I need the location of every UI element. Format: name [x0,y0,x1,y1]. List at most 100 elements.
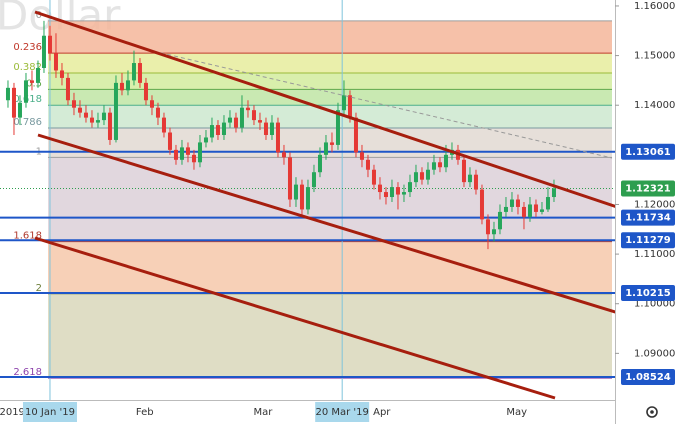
level-label: 1.13061 [625,147,671,158]
candle-body [101,112,106,121]
candle-body [551,188,556,198]
y-tick-label: 1.09000 [634,348,675,359]
candle-body [161,117,166,133]
x-tick-label: 2019 [0,407,25,418]
candle-body [503,206,508,212]
candle-body [527,204,532,217]
candle-body [323,142,328,155]
candle-body [173,149,178,160]
candle-body [17,102,22,118]
candle-body [497,211,502,230]
candle-body [341,95,346,111]
candle-body [221,122,226,135]
candle-body [113,82,118,140]
candle-body [215,125,220,135]
candle-body [383,192,388,198]
candle-body [59,70,64,78]
candle-body [143,82,148,101]
dashed-trendline [139,47,613,159]
candle-body [389,187,394,198]
candle-body [479,189,484,220]
candle-body [287,157,292,200]
candle-body [29,80,34,83]
fib-band [48,53,612,73]
candle-body [515,199,520,207]
candle-body [473,174,478,190]
y-tick-label: 1.12000 [634,199,675,210]
x-tick-highlight [22,402,77,422]
settings-icon[interactable] [646,406,658,418]
candle-body [545,197,550,210]
candle-body [5,87,10,101]
candle-body [125,80,130,91]
candle-body [203,137,208,143]
x-tick-highlight [315,402,370,422]
fib-band [48,20,612,54]
candle-body [11,87,16,118]
fib-label: 0 [36,10,42,21]
fib-band [48,72,612,90]
candle-body [305,187,310,210]
level-label: 1.11279 [625,235,671,246]
candle-body [251,110,256,121]
candle-body [509,199,514,207]
candle-body [431,162,436,170]
x-tick-label: 20 Mar '19 [315,407,368,418]
level-tag [621,232,675,249]
candle-body [425,169,430,180]
candle-body [329,142,334,145]
candle-body [257,120,262,123]
candle-body [83,112,88,118]
candle-body [467,174,472,183]
candle-body [275,122,280,153]
last-price-label: 1.12321 [625,184,671,195]
fib-label: 2 [36,283,42,294]
gear[interactable] [646,406,658,418]
candle-body [95,120,100,123]
candle-body [293,184,298,200]
candle-body [155,107,160,118]
candle-body [263,122,268,135]
candle-body [149,100,154,108]
candle-body [131,63,136,81]
candle-body [461,159,466,183]
last-price-tag [621,180,675,197]
candle-body [191,154,196,163]
candle-body [227,117,232,123]
candle-body [437,162,442,168]
candle-body [65,77,70,101]
candle-body [485,219,490,235]
fib-label: 1.618 [13,231,42,242]
candle-body [269,122,274,135]
candle-body [521,206,526,217]
candle-body [419,172,424,180]
candle-body [77,107,82,113]
y-tick-label: 1.11000 [634,249,675,260]
candle-body [317,154,322,173]
y-tick-label: 1.16000 [634,1,675,12]
gear-center[interactable] [650,410,654,414]
fib-label: 0.236 [13,42,42,53]
level-label: 1.08524 [625,372,671,383]
candle-body [137,63,142,83]
time-axis [0,400,615,424]
candle-body [71,100,76,108]
candle-body [179,147,184,160]
candle-body [53,53,58,71]
y-tick-label: 1.14000 [634,100,675,111]
candle-body [533,204,538,212]
candle-body [335,110,340,145]
trendline [37,133,615,314]
level-label: 1.10215 [625,288,671,299]
fib-label: 2.618 [13,367,42,378]
candle-body [347,95,352,118]
candle-body [119,82,124,91]
candle-body [35,67,40,83]
x-tick-label: Mar [254,407,274,418]
candle-body [443,154,448,168]
x-tick-label: 10 Jan '19 [25,407,75,418]
fib-band [48,157,612,242]
candle-body [23,80,28,103]
candle-body [311,172,316,188]
